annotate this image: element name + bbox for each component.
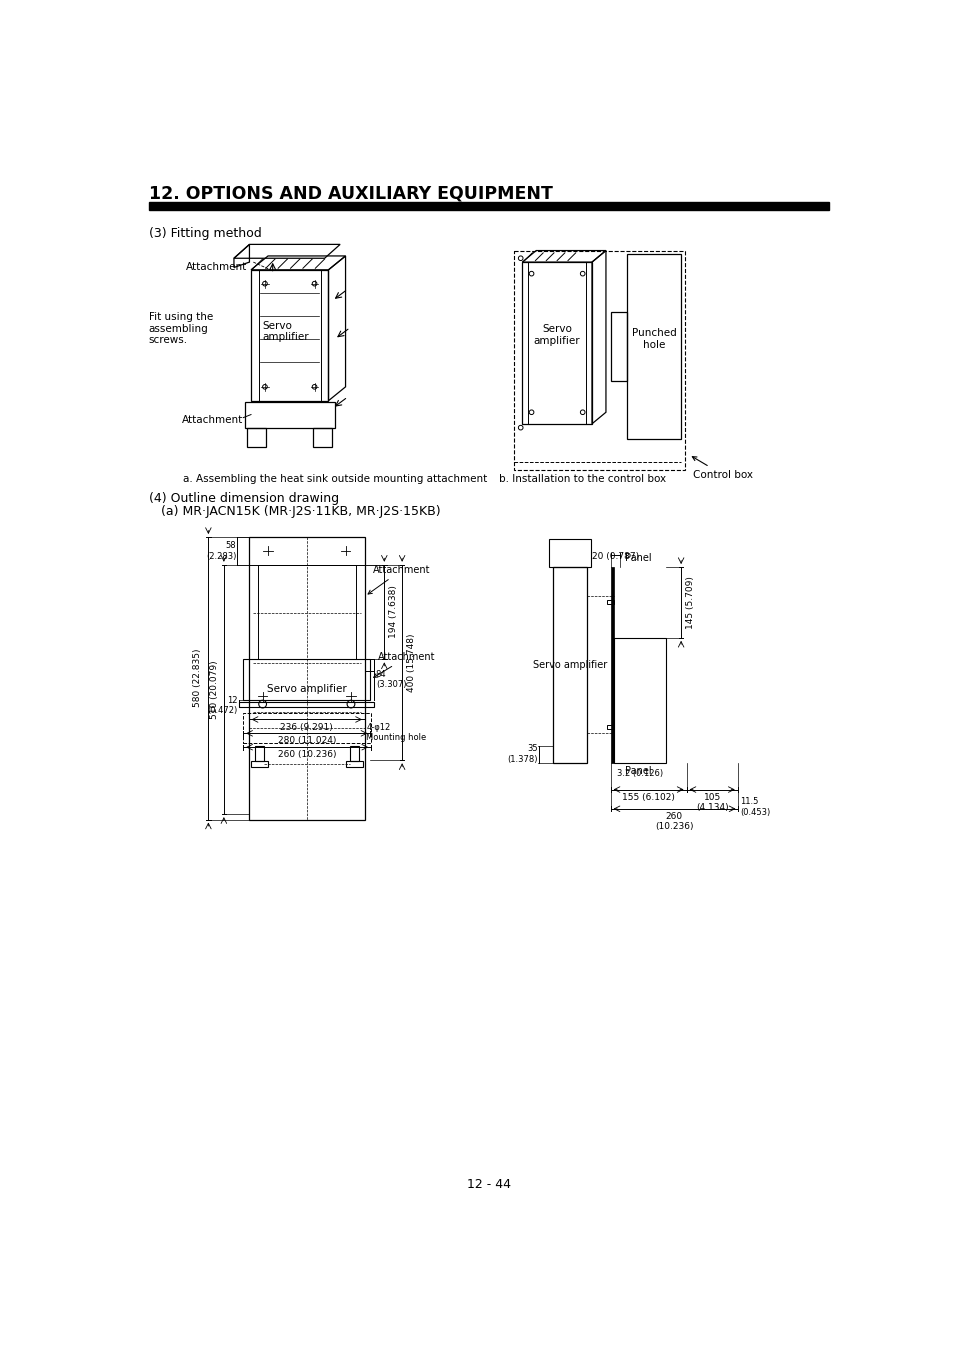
Bar: [257, 564, 355, 659]
Bar: [553, 567, 587, 763]
Text: 84
(3.307): 84 (3.307): [375, 670, 406, 688]
Text: Servo amplifier: Servo amplifier: [267, 684, 346, 694]
Bar: [251, 270, 328, 401]
Text: 510 (20.079): 510 (20.079): [210, 660, 219, 718]
Text: b. Installation to the control box: b. Installation to the control box: [498, 474, 665, 483]
Text: Attachment: Attachment: [182, 414, 243, 425]
Bar: [521, 262, 592, 424]
Bar: [254, 747, 264, 761]
Text: a. Assembling the heat sink outside mounting attachment: a. Assembling the heat sink outside moun…: [170, 474, 486, 483]
Text: 58
(2.283): 58 (2.283): [206, 541, 236, 560]
Text: 105
(4.134): 105 (4.134): [695, 792, 728, 813]
Text: Servo amplifier: Servo amplifier: [533, 660, 607, 670]
Text: Attachment: Attachment: [374, 652, 436, 678]
Text: 12. OPTIONS AND AUXILIARY EQUIPMENT: 12. OPTIONS AND AUXILIARY EQUIPMENT: [149, 184, 552, 202]
Text: 12 - 44: 12 - 44: [466, 1179, 511, 1192]
Bar: [249, 537, 365, 819]
Text: 260
(10.236): 260 (10.236): [654, 811, 693, 832]
Bar: [350, 747, 359, 761]
Bar: [614, 637, 665, 763]
Text: Servo
amplifier: Servo amplifier: [534, 324, 579, 346]
Bar: [346, 761, 363, 767]
Bar: [610, 567, 614, 763]
Text: 4-φ12
Mounting hole: 4-φ12 Mounting hole: [366, 722, 426, 742]
Bar: [149, 202, 828, 209]
Bar: [243, 659, 370, 701]
Text: Punched
hole: Punched hole: [631, 328, 676, 350]
Text: (4) Outline dimension drawing: (4) Outline dimension drawing: [149, 491, 338, 505]
Text: Attachment: Attachment: [186, 262, 247, 273]
Text: 20 (0.787): 20 (0.787): [591, 552, 639, 560]
Bar: [239, 702, 374, 707]
Text: 580 (22.835): 580 (22.835): [193, 648, 202, 707]
Text: Panel: Panel: [624, 767, 651, 776]
Text: Servo
amplifier: Servo amplifier: [262, 320, 309, 342]
Bar: [607, 725, 613, 729]
Text: Attachment: Attachment: [368, 566, 430, 594]
Text: 145 (5.709): 145 (5.709): [685, 576, 694, 629]
Text: Fit using the
assembling
screws.: Fit using the assembling screws.: [149, 312, 213, 346]
Text: (a) MR·JACN15K (MR·J2S·11KB, MR·J2S·15KB): (a) MR·JACN15K (MR·J2S·11KB, MR·J2S·15KB…: [149, 505, 440, 518]
Bar: [243, 713, 371, 743]
Text: 280 (11.024): 280 (11.024): [277, 736, 335, 745]
Text: 260 (10.236): 260 (10.236): [277, 751, 335, 759]
Text: 400 (15.748): 400 (15.748): [406, 633, 416, 691]
Text: Panel: Panel: [624, 554, 651, 563]
Text: 3.2 (0.126): 3.2 (0.126): [617, 768, 662, 778]
Text: 35
(1.378): 35 (1.378): [507, 744, 537, 764]
Bar: [626, 254, 680, 439]
Text: 155 (6.102): 155 (6.102): [621, 792, 675, 802]
Text: Control box: Control box: [692, 456, 752, 479]
Bar: [607, 601, 613, 603]
Text: 12
(0.472): 12 (0.472): [208, 695, 237, 716]
Bar: [549, 539, 591, 567]
Text: (3) Fitting method: (3) Fitting method: [149, 227, 261, 240]
Text: 194 (7.638): 194 (7.638): [389, 586, 397, 639]
Text: 236 (9.291): 236 (9.291): [280, 722, 333, 732]
Bar: [251, 761, 268, 767]
Text: 11.5
(0.453): 11.5 (0.453): [740, 798, 769, 817]
